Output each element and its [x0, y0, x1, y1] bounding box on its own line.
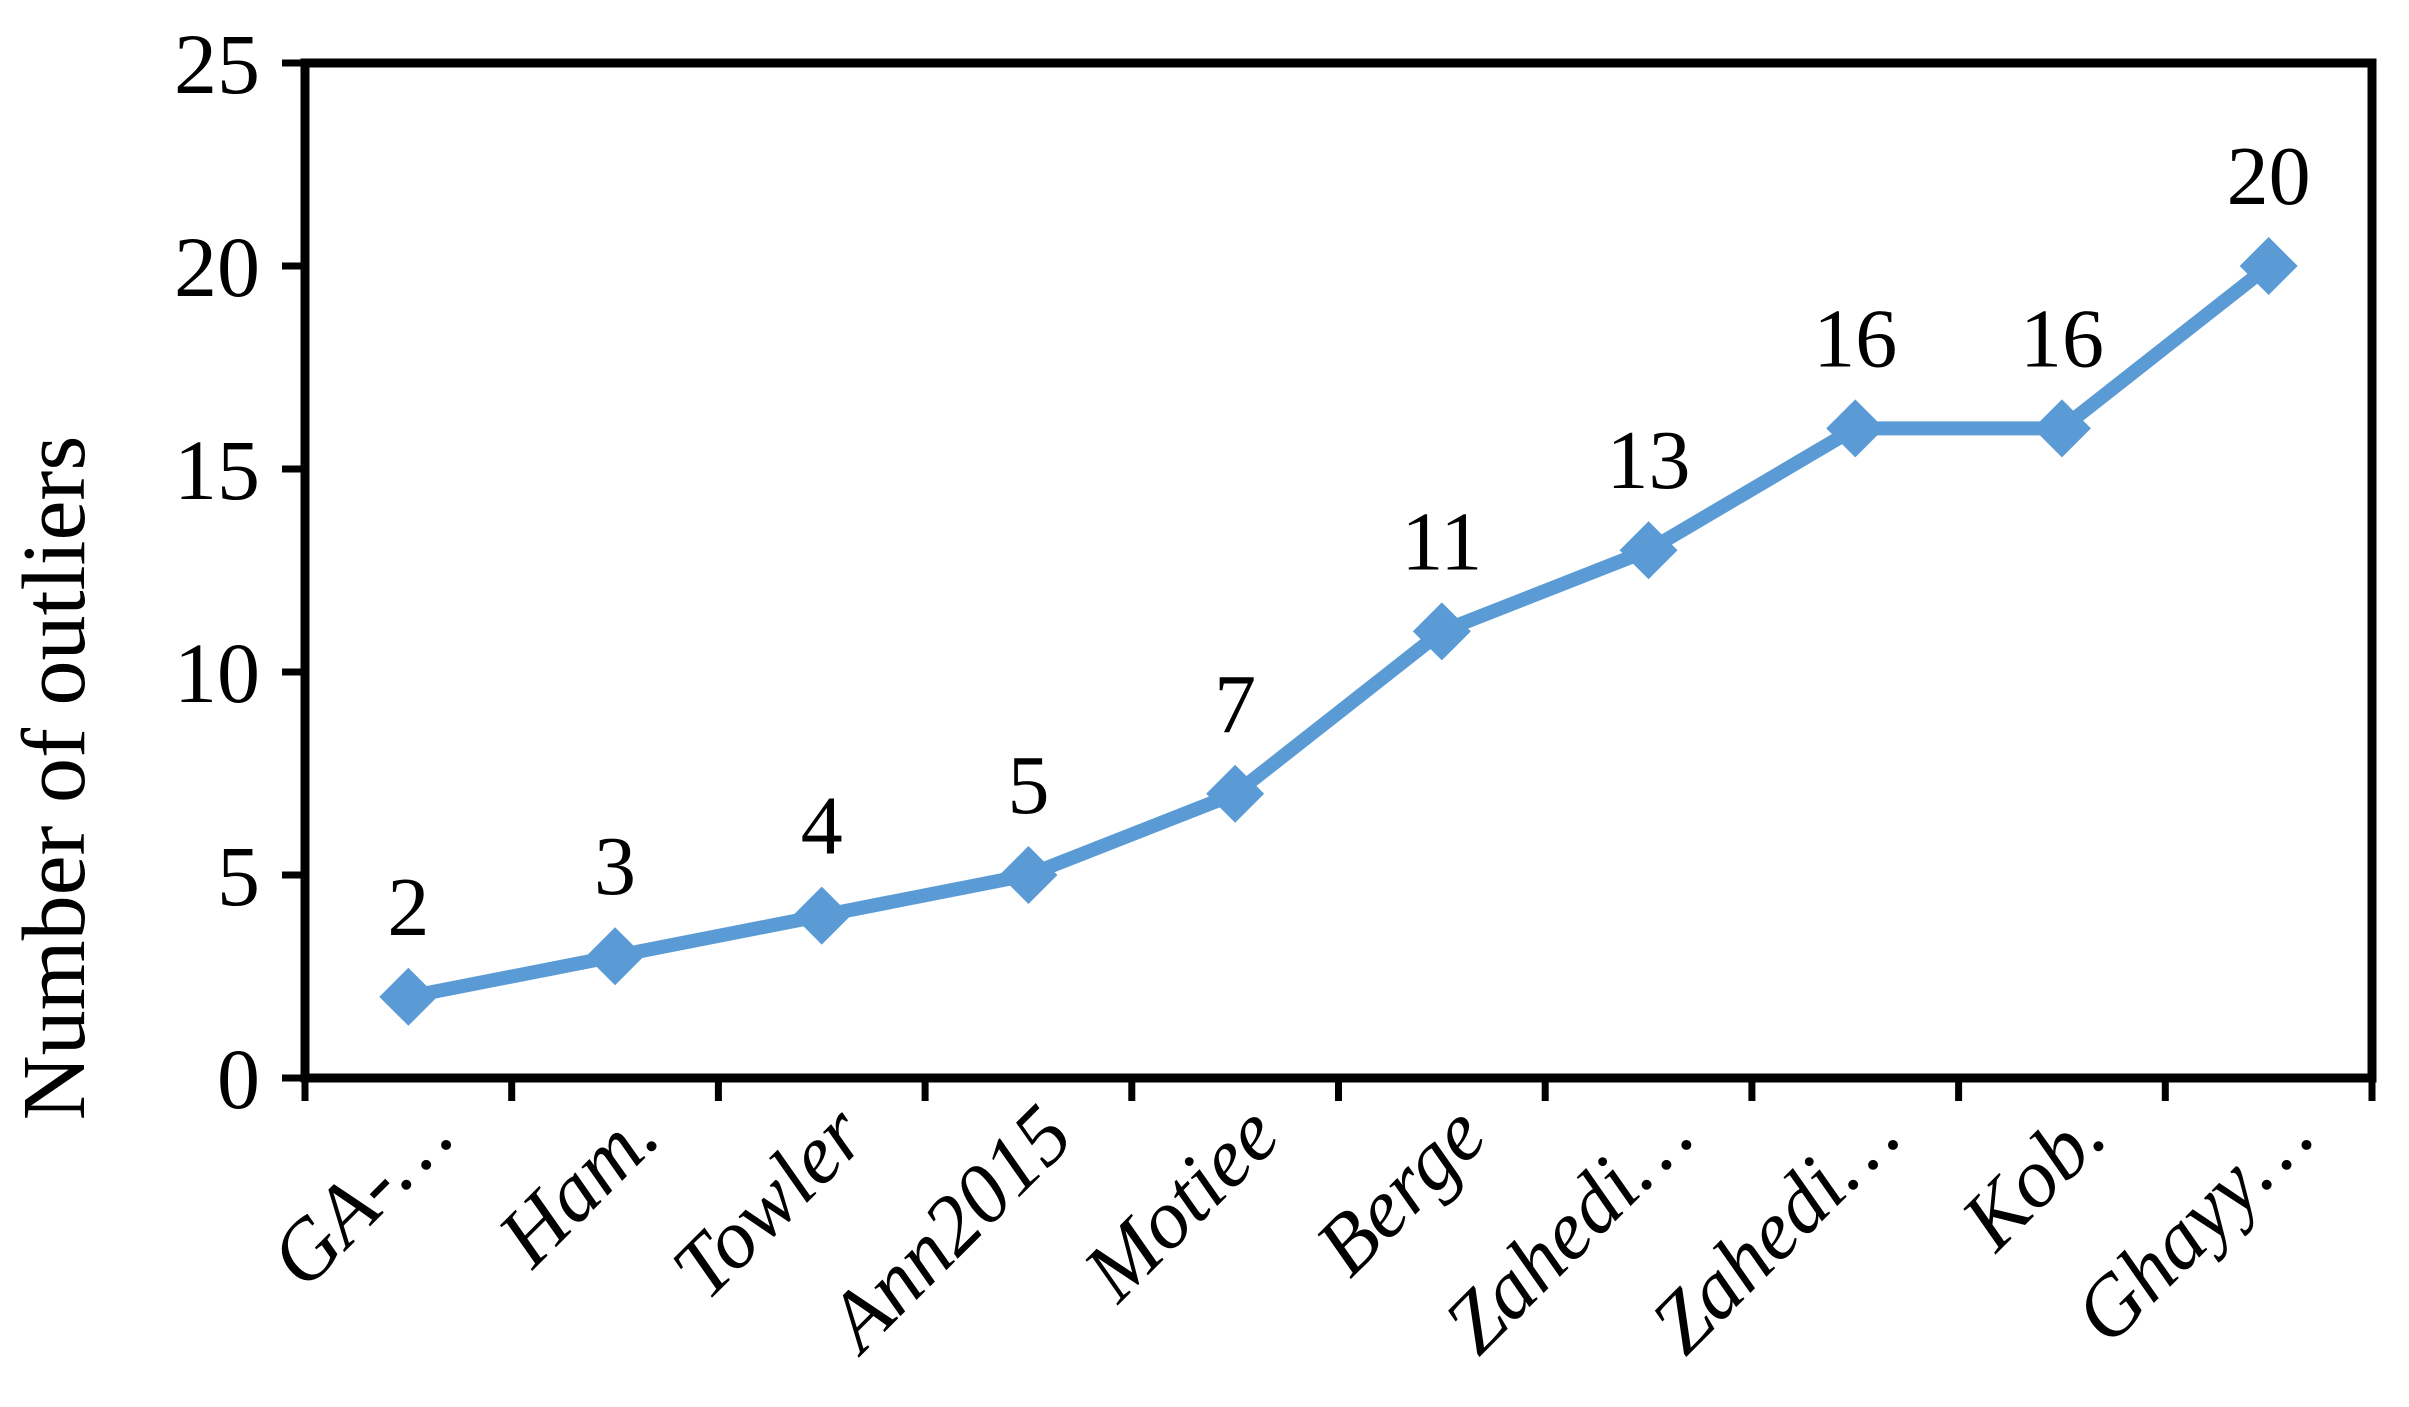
y-tick-label: 25: [174, 16, 260, 112]
data-point-marker: [379, 967, 438, 1026]
data-point-marker: [1412, 602, 1471, 661]
data-label: 16: [1813, 292, 1897, 385]
x-category-label: Motiee: [1065, 1088, 1296, 1319]
data-label: 16: [2020, 292, 2104, 385]
y-tick-label: 5: [217, 828, 260, 924]
y-axis-title: Number of outliers: [5, 436, 104, 1121]
data-label: 5: [1007, 739, 1049, 832]
x-category-label: GA-…: [252, 1088, 470, 1306]
data-point-marker: [2239, 237, 2298, 295]
data-point-marker: [792, 886, 851, 945]
data-label: 20: [2227, 130, 2311, 223]
data-point-marker: [1206, 764, 1265, 823]
y-tick-label: 15: [174, 422, 260, 518]
data-label: 7: [1214, 658, 1256, 751]
data-label: 11: [1401, 495, 1482, 588]
y-tick-label: 0: [217, 1031, 260, 1127]
data-point-marker: [2032, 399, 2091, 458]
data-label: 2: [387, 861, 429, 954]
plot-border: [300, 58, 2377, 1083]
data-point-marker: [586, 927, 645, 986]
y-tick-label: 20: [174, 219, 260, 315]
data-point-marker: [999, 846, 1058, 904]
data-label: 3: [594, 820, 636, 913]
series-line: [401, 259, 2276, 1004]
y-tick-label: 10: [174, 625, 260, 721]
x-category-label: Kob.: [1943, 1088, 2123, 1268]
data-label: 13: [1607, 414, 1691, 507]
x-category-label: Ham.: [480, 1088, 677, 1285]
data-point-marker: [1826, 399, 1885, 458]
data-label: 4: [801, 780, 843, 873]
data-point-marker: [1619, 521, 1678, 580]
